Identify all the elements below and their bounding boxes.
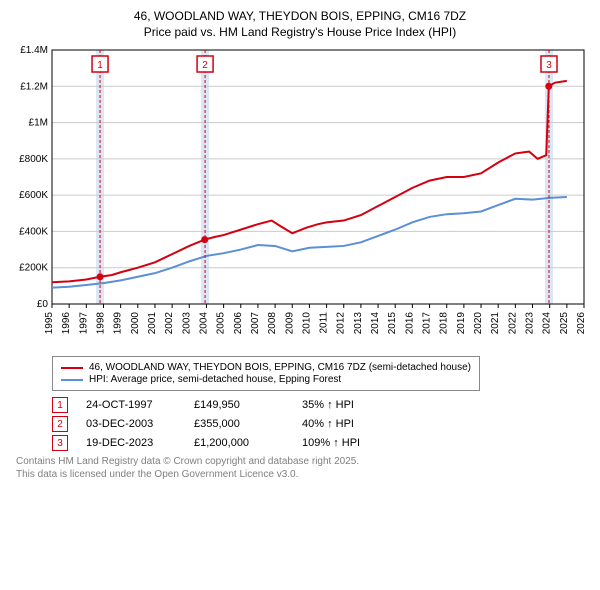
x-tick-label: 2014: [370, 312, 381, 335]
title-line1: 46, WOODLAND WAY, THEYDON BOIS, EPPING, …: [8, 8, 592, 24]
event-price: £355,000: [194, 418, 284, 430]
x-tick-label: 2026: [576, 312, 587, 335]
y-tick-label: £1M: [29, 118, 48, 129]
x-tick-label: 2015: [387, 312, 398, 335]
event-date: 03-DEC-2003: [86, 418, 176, 430]
event-date: 24-OCT-1997: [86, 399, 176, 411]
x-tick-label: 2025: [559, 312, 570, 335]
legend-label: 46, WOODLAND WAY, THEYDON BOIS, EPPING, …: [89, 362, 471, 373]
x-tick-label: 1999: [113, 312, 124, 335]
x-tick-label: 2023: [525, 312, 536, 335]
event-marker-label: 3: [546, 60, 552, 71]
x-tick-label: 1997: [78, 312, 89, 335]
event-date: 19-DEC-2023: [86, 437, 176, 449]
event-price: £1,200,000: [194, 437, 284, 449]
event-row: 2 03-DEC-2003 £355,000 40% ↑ HPI: [52, 416, 592, 432]
x-tick-label: 2010: [301, 312, 312, 335]
x-tick-label: 2009: [284, 312, 295, 335]
event-price: £149,950: [194, 399, 284, 411]
x-tick-label: 2013: [353, 312, 364, 335]
event-dot: [545, 83, 552, 90]
legend-swatch: [61, 379, 83, 381]
event-dot: [201, 236, 208, 243]
x-tick-label: 1995: [44, 312, 55, 335]
y-tick-label: £600K: [19, 191, 48, 202]
x-tick-label: 2024: [542, 312, 553, 335]
x-tick-label: 2021: [490, 312, 501, 335]
x-tick-label: 2002: [164, 312, 175, 335]
y-tick-label: £1.2M: [20, 82, 48, 93]
x-tick-label: 2017: [422, 312, 433, 335]
x-tick-label: 2004: [198, 312, 209, 335]
x-tick-label: 2003: [181, 312, 192, 335]
x-tick-label: 2022: [507, 312, 518, 335]
footnote: Contains HM Land Registry data © Crown c…: [16, 455, 592, 481]
title-line2: Price paid vs. HM Land Registry's House …: [8, 24, 592, 40]
x-tick-label: 2016: [404, 312, 415, 335]
chart-title: 46, WOODLAND WAY, THEYDON BOIS, EPPING, …: [8, 8, 592, 40]
y-tick-label: £1.4M: [20, 45, 48, 56]
line-chart: £0 £200K £400K £600K £800K £1M £1.2M £1.4M 1995 1…: [8, 40, 592, 350]
x-tick-label: 2012: [336, 312, 347, 335]
event-number-box: 1: [52, 397, 68, 413]
y-tick-label: £400K: [19, 227, 48, 238]
x-tick-label: 2011: [319, 312, 330, 334]
x-tick-label: 2007: [250, 312, 261, 335]
x-tick-label: 2019: [456, 312, 467, 335]
events-table: 1 24-OCT-1997 £149,950 35% ↑ HPI 2 03-DEC-200…: [52, 397, 592, 451]
x-tick-label: 2018: [439, 312, 450, 335]
chart-area: £0 £200K £400K £600K £800K £1M £1.2M £1.4M 1995 1…: [8, 40, 592, 350]
x-tick-label: 1996: [61, 312, 72, 335]
x-tick-label: 2001: [147, 312, 158, 335]
event-delta: 40% ↑ HPI: [302, 418, 354, 430]
footnote-line2: This data is licensed under the Open Gov…: [16, 468, 592, 481]
event-row: 3 19-DEC-2023 £1,200,000 109% ↑ HPI: [52, 435, 592, 451]
y-tick-label: £200K: [19, 263, 48, 274]
y-tick-label: £0: [37, 299, 49, 310]
x-tick-label: 2000: [130, 312, 141, 335]
event-number-box: 3: [52, 435, 68, 451]
event-row: 1 24-OCT-1997 £149,950 35% ↑ HPI: [52, 397, 592, 413]
x-tick-label: 2020: [473, 312, 484, 335]
footnote-line1: Contains HM Land Registry data © Crown c…: [16, 455, 592, 468]
event-delta: 35% ↑ HPI: [302, 399, 354, 411]
legend: 46, WOODLAND WAY, THEYDON BOIS, EPPING, …: [52, 356, 480, 391]
event-marker-label: 2: [202, 60, 208, 71]
x-tick-label: 2008: [267, 312, 278, 335]
x-tick-label: 1998: [95, 312, 106, 335]
legend-label: HPI: Average price, semi-detached house,…: [89, 374, 341, 385]
legend-row: HPI: Average price, semi-detached house,…: [61, 374, 471, 385]
y-tick-label: £800K: [19, 154, 48, 165]
event-dot: [97, 274, 104, 281]
x-tick-label: 2006: [233, 312, 244, 335]
x-tick-label: 2005: [216, 312, 227, 335]
event-delta: 109% ↑ HPI: [302, 437, 360, 449]
event-marker-label: 1: [97, 60, 103, 71]
legend-row: 46, WOODLAND WAY, THEYDON BOIS, EPPING, …: [61, 362, 471, 373]
legend-swatch: [61, 367, 83, 369]
event-number-box: 2: [52, 416, 68, 432]
